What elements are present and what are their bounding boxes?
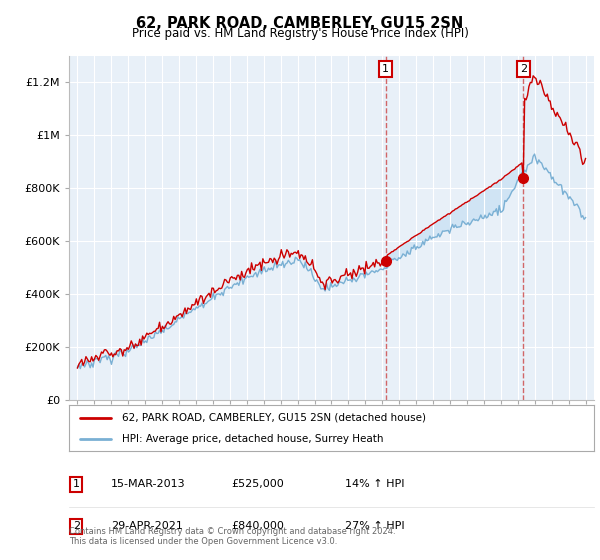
Text: 15-MAR-2013: 15-MAR-2013 (111, 479, 185, 489)
Text: 14% ↑ HPI: 14% ↑ HPI (345, 479, 404, 489)
Text: 1: 1 (382, 64, 389, 74)
Text: Price paid vs. HM Land Registry's House Price Index (HPI): Price paid vs. HM Land Registry's House … (131, 27, 469, 40)
Text: 62, PARK ROAD, CAMBERLEY, GU15 2SN (detached house): 62, PARK ROAD, CAMBERLEY, GU15 2SN (deta… (121, 413, 425, 423)
Text: Contains HM Land Registry data © Crown copyright and database right 2024.
This d: Contains HM Land Registry data © Crown c… (69, 526, 395, 546)
Text: 62, PARK ROAD, CAMBERLEY, GU15 2SN: 62, PARK ROAD, CAMBERLEY, GU15 2SN (136, 16, 464, 31)
Text: 27% ↑ HPI: 27% ↑ HPI (345, 521, 404, 531)
Text: 2: 2 (520, 64, 527, 74)
Text: 1: 1 (73, 479, 80, 489)
Text: 2: 2 (73, 521, 80, 531)
Text: £525,000: £525,000 (231, 479, 284, 489)
Text: 29-APR-2021: 29-APR-2021 (111, 521, 183, 531)
Text: £840,000: £840,000 (231, 521, 284, 531)
Text: HPI: Average price, detached house, Surrey Heath: HPI: Average price, detached house, Surr… (121, 435, 383, 444)
